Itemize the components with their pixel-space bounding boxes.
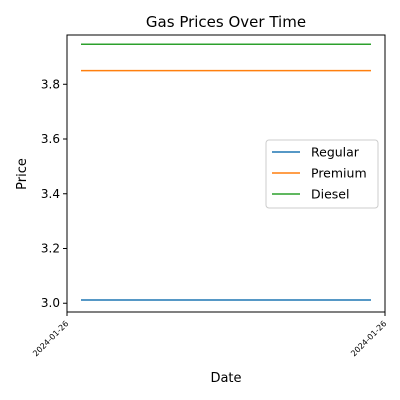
x-tick-label: 2024-01-26 bbox=[349, 319, 388, 358]
legend-entry: Regular bbox=[311, 145, 360, 160]
y-tick-label: 3.4 bbox=[41, 187, 60, 201]
plot-area bbox=[81, 43, 371, 301]
y-tick-label: 3.0 bbox=[41, 296, 60, 310]
y-tick-label: 3.6 bbox=[41, 132, 60, 146]
x-axis: 2024-01-26 2024-01-26 bbox=[31, 312, 388, 358]
x-tick-label: 2024-01-26 bbox=[31, 319, 70, 358]
plot-frame bbox=[66, 34, 386, 313]
y-tick-label: 3.8 bbox=[41, 77, 60, 91]
legend-entry: Premium bbox=[311, 166, 367, 181]
y-tick-label: 3.2 bbox=[41, 241, 60, 255]
y-axis-label: Price bbox=[15, 158, 30, 190]
x-axis-label: Date bbox=[210, 371, 241, 386]
chart-title: Gas Prices Over Time bbox=[146, 13, 306, 31]
legend-entry: Diesel bbox=[311, 187, 349, 202]
legend: Regular Premium Diesel bbox=[265, 139, 379, 209]
legend-box bbox=[265, 139, 379, 209]
y-axis: 3.0 3.2 3.4 3.6 3.8 bbox=[41, 77, 67, 310]
